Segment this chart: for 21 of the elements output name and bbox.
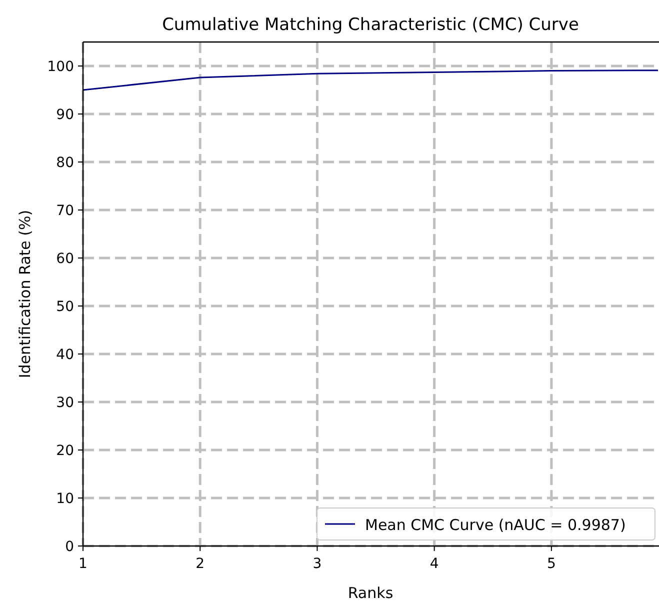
x-axis-title: Ranks bbox=[348, 584, 394, 602]
y-tick-label: 0 bbox=[65, 539, 74, 555]
x-tick-label: 4 bbox=[430, 556, 439, 572]
y-tick-label: 80 bbox=[56, 155, 74, 171]
x-tick-label: 1 bbox=[78, 556, 88, 572]
chart-title: Cumulative Matching Characteristic (CMC) Curve bbox=[162, 15, 579, 35]
legend-label: Mean CMC Curve (nAUC = 0.9987) bbox=[365, 516, 626, 534]
x-tick-label: 3 bbox=[312, 556, 322, 572]
y-tick-label: 50 bbox=[56, 299, 74, 315]
y-tick-label: 90 bbox=[56, 107, 74, 123]
y-tick-label: 10 bbox=[56, 491, 74, 507]
y-tick-label: 30 bbox=[56, 395, 74, 411]
x-tick-label: 2 bbox=[196, 556, 205, 572]
y-tick-label: 100 bbox=[47, 59, 74, 75]
y-axis-title: Identification Rate (%) bbox=[16, 210, 34, 378]
line-series bbox=[83, 70, 658, 91]
y-tick-label: 40 bbox=[56, 347, 74, 363]
x-tick-label: 5 bbox=[546, 556, 556, 572]
y-tick-label: 20 bbox=[56, 443, 74, 459]
y-tick-label: 70 bbox=[56, 203, 74, 219]
y-tick-label: 60 bbox=[56, 251, 74, 267]
